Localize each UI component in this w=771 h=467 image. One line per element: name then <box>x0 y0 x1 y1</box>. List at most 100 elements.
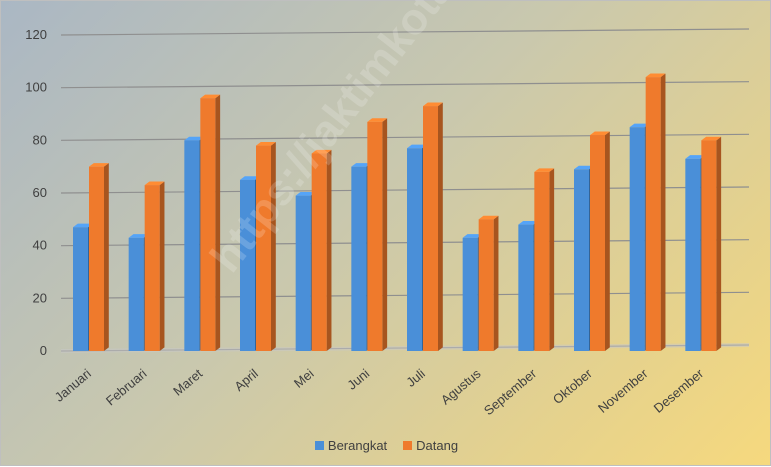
bar-top <box>144 181 165 186</box>
bar-top <box>645 73 666 78</box>
bar-top <box>184 136 205 141</box>
y-tick-label: 120 <box>25 27 47 42</box>
bar-top <box>367 118 388 122</box>
bar-side <box>438 102 443 351</box>
bar-top <box>534 168 555 172</box>
x-category-label: Oktober <box>550 365 596 407</box>
y-tick-label: 40 <box>33 238 47 253</box>
bar-front <box>701 140 717 351</box>
bar-top <box>590 131 610 136</box>
y-tick-label: 100 <box>25 80 47 95</box>
y-tick-label: 80 <box>33 132 47 147</box>
x-category-label: April <box>231 366 261 394</box>
bar-datang-juni <box>367 118 388 352</box>
bar-side <box>382 118 388 351</box>
legend-item-datang: Datang <box>403 438 458 453</box>
y-tick-label: 60 <box>33 185 47 200</box>
bar-top <box>407 144 427 149</box>
bar-front <box>73 227 88 351</box>
bar-top <box>256 142 276 146</box>
bar-front <box>184 140 200 351</box>
bar-datang-april <box>256 142 276 351</box>
bar-datang-juli <box>423 102 443 351</box>
bar-front <box>574 169 589 351</box>
x-category-label: Mei <box>291 366 317 391</box>
bar-datang-maret <box>200 94 221 351</box>
bar-top <box>351 163 372 167</box>
x-category-label: Januari <box>52 366 94 405</box>
x-category-label: Juli <box>403 366 428 390</box>
bar-datang-januari <box>89 163 109 351</box>
gridline-120 <box>60 28 750 36</box>
x-category-label: Februari <box>103 366 150 409</box>
x-category-label: Maret <box>170 366 205 399</box>
bar-side <box>716 136 722 351</box>
bar-front <box>295 195 311 351</box>
bar-datang-november <box>645 73 666 352</box>
bar-side <box>271 142 276 351</box>
y-tick-label: 20 <box>33 290 47 305</box>
bar-front <box>367 121 383 352</box>
bar-side <box>493 215 499 351</box>
bar-front <box>144 185 160 351</box>
bar-side <box>549 168 555 351</box>
legend-swatch-datang <box>403 441 413 450</box>
bar-front <box>256 145 271 351</box>
bar-datang-september <box>534 168 555 351</box>
bar-front <box>407 148 422 351</box>
bar-side <box>159 181 165 351</box>
bar-front <box>128 237 144 351</box>
bar-front <box>685 158 701 351</box>
bar-side <box>660 73 666 352</box>
bar-front <box>629 127 645 352</box>
bar-top <box>311 149 332 154</box>
bar-top <box>478 215 499 220</box>
bar-top <box>128 234 149 238</box>
bar-datang-desember <box>701 136 722 351</box>
x-category-label: September <box>481 365 540 418</box>
bar-top <box>200 94 221 99</box>
x-category-label: November <box>595 365 651 415</box>
chart-legend: Berangkat Datang <box>1 438 771 453</box>
bar-front <box>478 219 494 351</box>
bar-datang-agustus <box>478 215 499 351</box>
bar-datang-februari <box>144 181 165 351</box>
bar-datang-mei <box>311 149 332 351</box>
bar-front <box>423 106 438 351</box>
bar-top <box>240 176 260 180</box>
bar-top <box>423 102 443 107</box>
bar-top <box>518 221 539 225</box>
x-category-label: Desember <box>651 365 707 415</box>
x-category-label: Agustus <box>438 365 484 407</box>
bar-front <box>311 153 327 351</box>
bar-front <box>645 77 661 351</box>
bar-top <box>462 234 483 238</box>
bar-top <box>629 123 650 128</box>
bar-top <box>574 165 594 170</box>
bar-side <box>326 149 332 351</box>
bar-front <box>534 171 550 351</box>
bar-front <box>200 98 216 351</box>
bar-top <box>73 223 93 228</box>
legend-swatch-berangkat <box>314 441 324 450</box>
bar-front <box>462 237 478 351</box>
legend-item-berangkat: Berangkat <box>314 438 388 453</box>
y-tick-label: 0 <box>40 343 47 358</box>
x-category-label: Juni <box>344 366 372 393</box>
bar-front <box>240 179 255 351</box>
bar-top <box>89 163 109 167</box>
bar-top <box>295 192 316 196</box>
bar-front <box>518 224 534 351</box>
legend-label-datang: Datang <box>416 438 459 453</box>
bar-front <box>351 166 367 351</box>
bar-top <box>701 136 722 141</box>
legend-label-berangkat: Berangkat <box>327 438 388 453</box>
bar-front <box>590 135 605 351</box>
bar-side <box>104 163 109 351</box>
bar-front <box>89 166 104 351</box>
bar-top <box>685 155 706 159</box>
bar-datang-oktober <box>590 131 610 351</box>
gridline-100 <box>60 81 750 89</box>
